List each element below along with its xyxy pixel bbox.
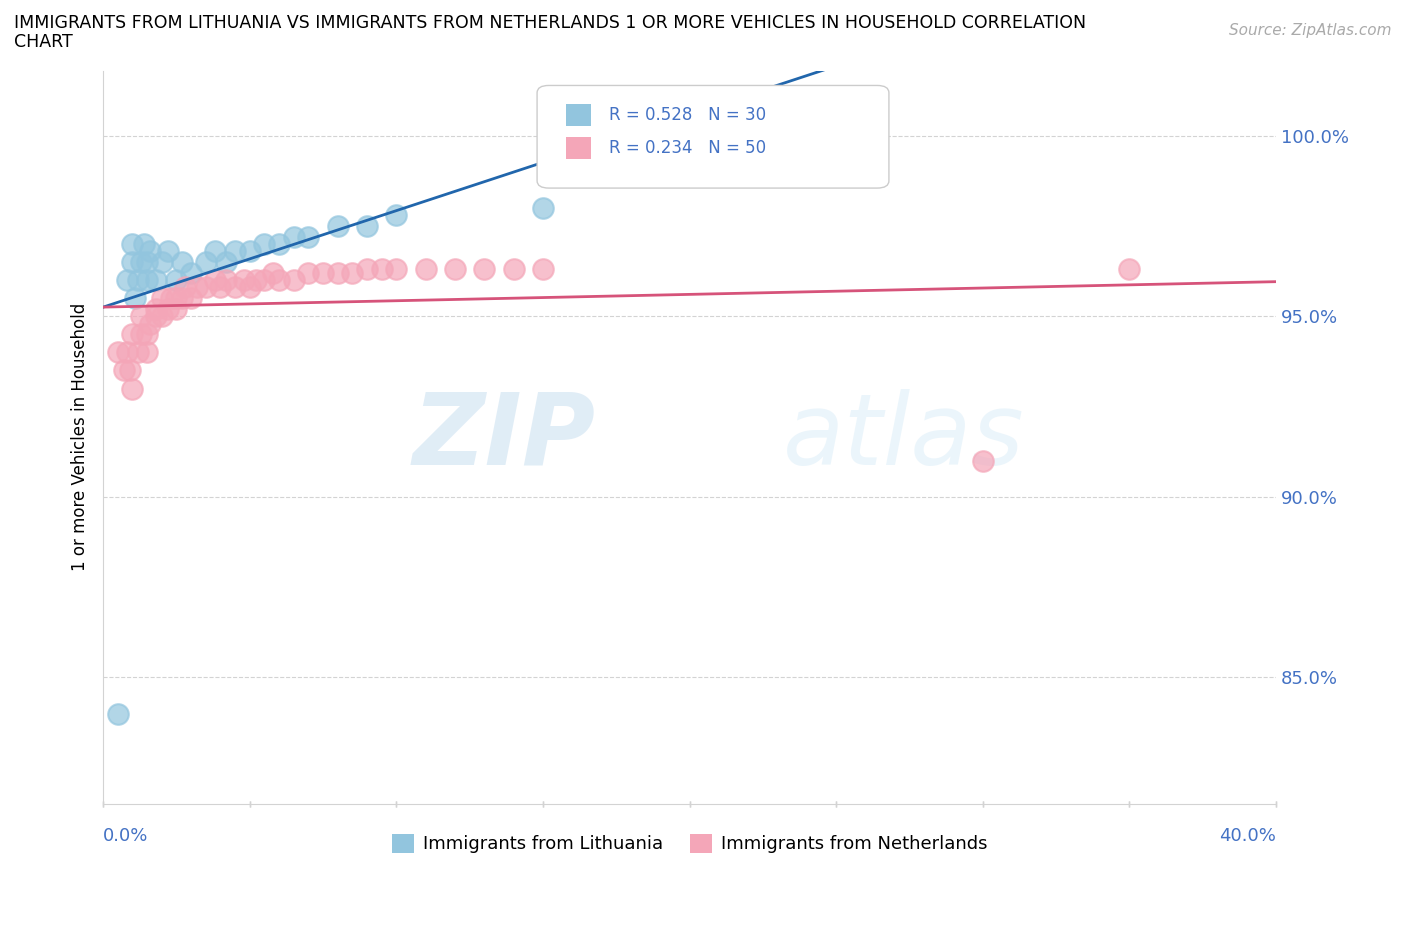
Point bbox=[145, 309, 167, 324]
Point bbox=[342, 266, 364, 281]
Point bbox=[172, 291, 194, 306]
Point bbox=[127, 272, 149, 287]
Point bbox=[165, 272, 187, 287]
Point bbox=[186, 280, 208, 295]
Point bbox=[356, 219, 378, 233]
Point bbox=[165, 301, 187, 316]
Point bbox=[326, 266, 349, 281]
Point bbox=[121, 236, 143, 251]
Point bbox=[283, 230, 305, 245]
Text: atlas: atlas bbox=[783, 389, 1025, 485]
Point bbox=[502, 262, 524, 277]
Point bbox=[156, 244, 179, 259]
Point bbox=[297, 230, 319, 245]
Text: R = 0.528   N = 30: R = 0.528 N = 30 bbox=[609, 106, 766, 124]
Point bbox=[444, 262, 467, 277]
Point bbox=[326, 219, 349, 233]
Point bbox=[150, 309, 173, 324]
Point bbox=[239, 244, 262, 259]
Point bbox=[215, 255, 238, 270]
Point bbox=[194, 255, 217, 270]
Point bbox=[531, 201, 554, 216]
Point bbox=[297, 266, 319, 281]
Text: 0.0%: 0.0% bbox=[103, 827, 149, 845]
Point bbox=[121, 255, 143, 270]
Point bbox=[356, 262, 378, 277]
Point bbox=[267, 236, 290, 251]
Point bbox=[121, 381, 143, 396]
Point bbox=[194, 280, 217, 295]
Point bbox=[204, 272, 226, 287]
Point bbox=[121, 327, 143, 342]
Point bbox=[224, 280, 246, 295]
Point bbox=[312, 266, 335, 281]
Point bbox=[156, 301, 179, 316]
Text: ZIP: ZIP bbox=[413, 389, 596, 485]
Point bbox=[150, 291, 173, 306]
Point bbox=[136, 327, 159, 342]
Point bbox=[209, 280, 232, 295]
Point bbox=[172, 255, 194, 270]
Point bbox=[215, 272, 238, 287]
Text: Source: ZipAtlas.com: Source: ZipAtlas.com bbox=[1229, 23, 1392, 38]
Point bbox=[283, 272, 305, 287]
Point bbox=[165, 291, 187, 306]
Point bbox=[129, 255, 152, 270]
Point bbox=[139, 244, 162, 259]
Text: R = 0.234   N = 50: R = 0.234 N = 50 bbox=[609, 139, 766, 157]
Y-axis label: 1 or more Vehicles in Household: 1 or more Vehicles in Household bbox=[72, 303, 89, 571]
Point bbox=[139, 316, 162, 331]
Point bbox=[972, 453, 994, 468]
Point bbox=[262, 266, 284, 281]
Point bbox=[129, 309, 152, 324]
Point bbox=[129, 327, 152, 342]
Point bbox=[267, 272, 290, 287]
Point bbox=[239, 280, 262, 295]
Point bbox=[134, 236, 156, 251]
Point bbox=[472, 262, 495, 277]
Point bbox=[531, 262, 554, 277]
Text: IMMIGRANTS FROM LITHUANIA VS IMMIGRANTS FROM NETHERLANDS 1 OR MORE VEHICLES IN H: IMMIGRANTS FROM LITHUANIA VS IMMIGRANTS … bbox=[14, 14, 1087, 32]
Point bbox=[159, 291, 181, 306]
Point bbox=[253, 236, 276, 251]
Point bbox=[180, 266, 202, 281]
Point bbox=[115, 345, 138, 360]
Point bbox=[253, 272, 276, 287]
Point bbox=[124, 291, 146, 306]
Text: 40.0%: 40.0% bbox=[1219, 827, 1277, 845]
Point bbox=[127, 345, 149, 360]
Point bbox=[118, 363, 141, 378]
Point bbox=[136, 272, 159, 287]
Point bbox=[180, 291, 202, 306]
Point bbox=[112, 363, 135, 378]
FancyBboxPatch shape bbox=[537, 86, 889, 188]
Point bbox=[385, 207, 408, 222]
Legend: Immigrants from Lithuania, Immigrants from Netherlands: Immigrants from Lithuania, Immigrants fr… bbox=[385, 827, 994, 861]
Point bbox=[107, 345, 129, 360]
Point bbox=[115, 272, 138, 287]
Point bbox=[136, 345, 159, 360]
Bar bbox=[567, 137, 591, 159]
Point bbox=[370, 262, 392, 277]
Point bbox=[145, 272, 167, 287]
Point bbox=[1118, 262, 1140, 277]
Point bbox=[136, 255, 159, 270]
Point bbox=[145, 301, 167, 316]
Point bbox=[385, 262, 408, 277]
Text: CHART: CHART bbox=[14, 33, 73, 50]
Point bbox=[224, 244, 246, 259]
Point bbox=[245, 272, 267, 287]
Bar bbox=[567, 104, 591, 126]
Point bbox=[232, 272, 254, 287]
Point bbox=[107, 706, 129, 721]
Point bbox=[150, 255, 173, 270]
Point bbox=[415, 262, 437, 277]
Point bbox=[174, 280, 197, 295]
Point bbox=[204, 244, 226, 259]
